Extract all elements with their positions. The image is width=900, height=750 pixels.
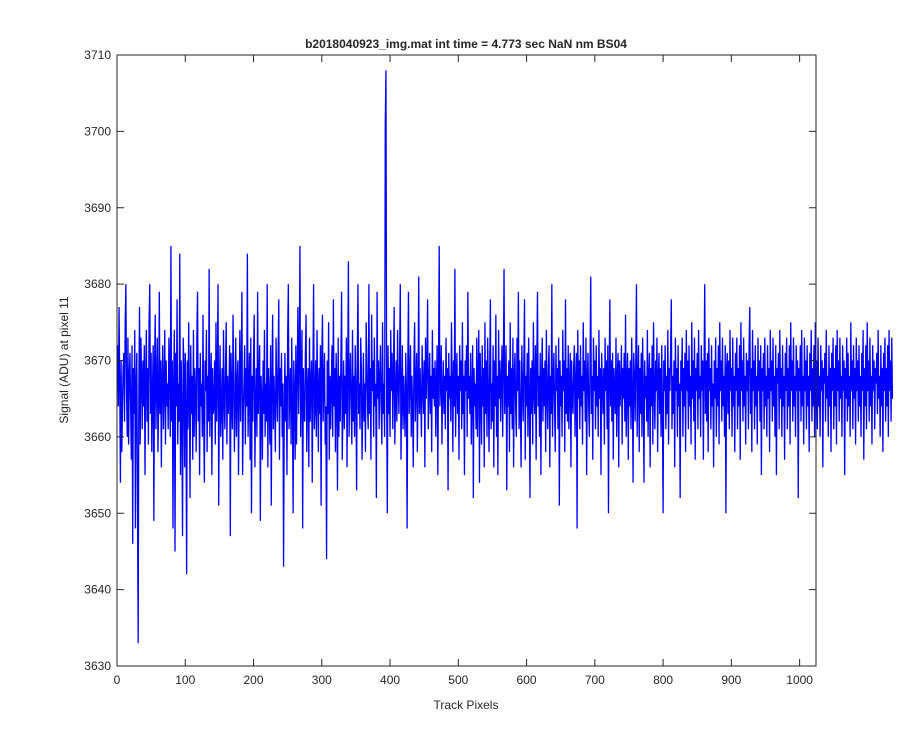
y-tick-label: 3660 — [84, 430, 111, 444]
y-tick-label: 3630 — [84, 659, 111, 673]
y-tick-label: 3680 — [84, 277, 111, 291]
y-tick-label: 3690 — [84, 201, 111, 215]
y-axis-ticks: 3630 3640 3650 3660 3670 3680 3690 3700 3710 — [84, 48, 816, 673]
x-tick-label: 300 — [312, 673, 332, 687]
x-tick-label: 100 — [175, 673, 195, 687]
y-tick-label: 3640 — [84, 583, 111, 597]
series-layer — [117, 70, 894, 644]
x-tick-label: 200 — [244, 673, 264, 687]
x-tick-label: 1000 — [786, 673, 813, 687]
y-axis-label: Signal (ADU) at pixel 11 — [57, 296, 71, 423]
x-tick-label: 700 — [585, 673, 605, 687]
series-line-1 — [117, 70, 894, 644]
y-tick-label: 3670 — [84, 354, 111, 368]
x-tick-label: 500 — [448, 673, 468, 687]
x-axis-ticks: 0 100 200 300 400 500 600 700 800 900 1000 — [114, 55, 813, 687]
chart-title: b2018040923_img.mat int time = 4.773 sec… — [305, 37, 627, 51]
x-tick-label: 0 — [114, 673, 121, 687]
y-tick-label: 3650 — [84, 506, 111, 520]
x-axis-label: Track Pixels — [434, 698, 499, 712]
y-tick-label: 3710 — [84, 48, 111, 62]
y-tick-label: 3700 — [84, 124, 111, 138]
x-tick-label: 400 — [380, 673, 400, 687]
x-tick-label: 600 — [517, 673, 537, 687]
x-tick-label: 800 — [653, 673, 673, 687]
x-tick-label: 900 — [721, 673, 741, 687]
